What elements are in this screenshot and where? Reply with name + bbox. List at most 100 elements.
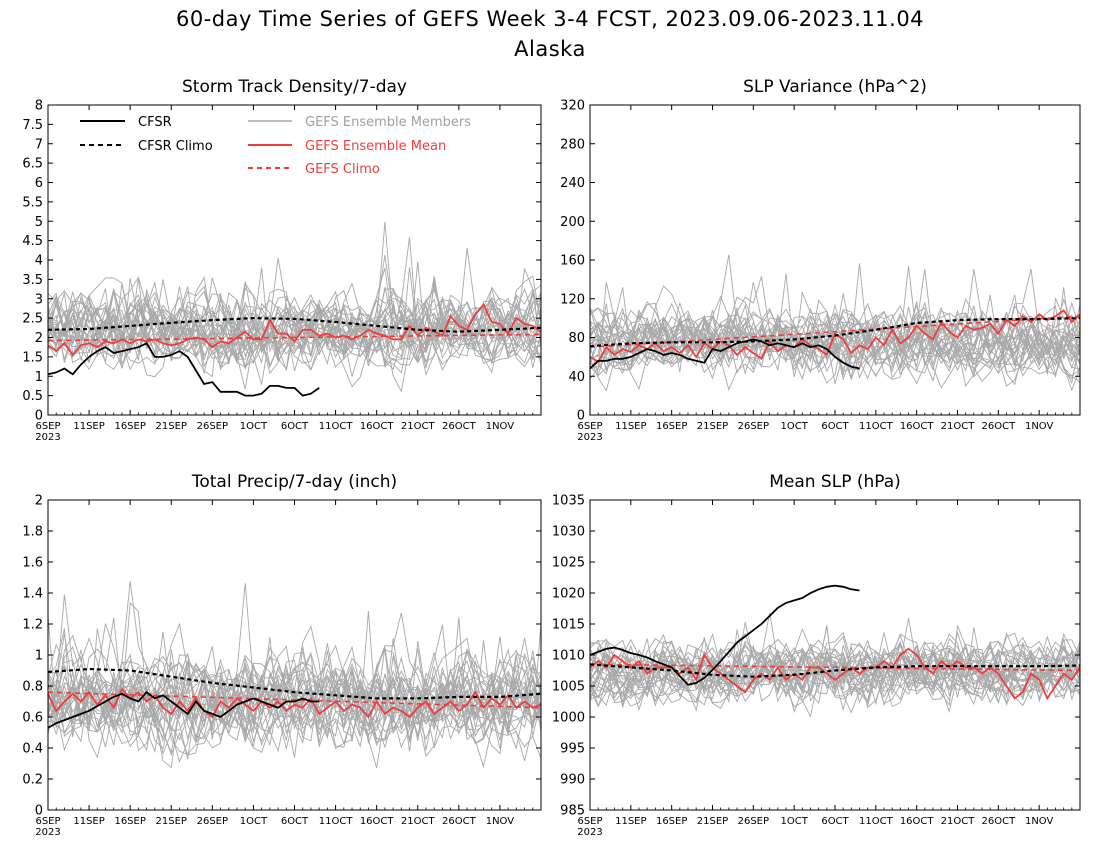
y-tick-label: 7.5 — [22, 118, 43, 133]
legend-label-members: GEFS Ensemble Members — [305, 115, 471, 130]
figure-title: 60-day Time Series of GEFS Week 3-4 FCST… — [176, 7, 924, 31]
y-tick-label: 0.6 — [22, 711, 43, 726]
legend-label-cfsr-climo: CFSR Climo — [138, 139, 213, 154]
ensemble-member-line — [47, 237, 542, 368]
x-tick-label: 6OCT — [281, 816, 309, 827]
x-tick-label: 1OCT — [781, 816, 809, 827]
x-tick-label: 11SEP — [615, 816, 646, 827]
y-tick-label: 80 — [568, 331, 585, 346]
y-tick-label: 160 — [560, 254, 585, 269]
series-line-cfsr-climo — [47, 316, 542, 333]
y-tick-label: 4 — [35, 254, 43, 269]
y-tick-label: 4.5 — [22, 234, 43, 249]
ensemble-member-line — [47, 301, 542, 366]
x-year-label: 2023 — [35, 827, 60, 838]
x-tick-label: 21OCT — [941, 816, 976, 827]
ensemble-member-line — [47, 654, 542, 743]
y-tick-label: 3 — [35, 292, 43, 307]
y-tick-label: 985 — [560, 804, 585, 819]
x-tick-label: 26OCT — [981, 816, 1016, 827]
ensemble-member-line — [47, 286, 542, 376]
ensemble-member-line — [47, 646, 542, 759]
y-tick-label: 995 — [560, 742, 585, 757]
x-tick-label: 16OCT — [900, 816, 935, 827]
y-tick-label: 6 — [35, 176, 43, 191]
x-tick-label: 16SEP — [656, 421, 687, 432]
y-tick-label: 1010 — [552, 649, 585, 664]
ensemble-member-line — [47, 611, 542, 754]
ensemble-member-line — [47, 594, 542, 758]
ensemble-member-line — [47, 285, 542, 385]
ensemble-member-line — [589, 638, 1081, 703]
y-tick-label: 1 — [35, 370, 43, 385]
y-tick-label: 2.5 — [22, 312, 43, 327]
ensemble-member-line — [589, 309, 1081, 372]
x-tick-label: 26OCT — [442, 421, 477, 432]
y-tick-label: 240 — [560, 176, 585, 191]
x-tick-label: 1OCT — [240, 421, 268, 432]
legend: CFSR CFSR Climo GEFS Ensemble Members GE… — [80, 115, 471, 177]
panel-title-slp-variance: SLP Variance (hPa^2) — [743, 77, 927, 97]
x-tick-label: 1OCT — [781, 421, 809, 432]
x-tick-label: 6SEP — [35, 816, 60, 827]
x-tick-label: 1NOV — [1025, 816, 1054, 827]
y-tick-label: 1.4 — [22, 587, 43, 602]
y-tick-label: 0.4 — [22, 742, 43, 757]
ensemble-members — [47, 581, 542, 769]
x-tick-label: 6OCT — [821, 816, 849, 827]
y-tick-label: 1020 — [552, 587, 585, 602]
legend-label-cfsr: CFSR — [138, 115, 172, 130]
ensemble-member-line — [47, 276, 542, 377]
ensemble-member-line — [589, 622, 1081, 711]
series-line-gefs-climo — [47, 691, 542, 709]
ensemble-member-line — [47, 221, 542, 390]
plot-frame — [589, 104, 1081, 416]
series-line-mean — [47, 302, 542, 357]
ensemble-member-line — [47, 583, 542, 769]
x-tick-label: 21OCT — [401, 816, 436, 827]
ensemble-members — [47, 221, 542, 393]
series-line-mean — [589, 309, 1081, 363]
x-tick-label: 16SEP — [656, 816, 687, 827]
series-line-gefs-climo — [589, 315, 1081, 348]
y-tick-label: 1000 — [552, 711, 585, 726]
ensemble-member-line — [589, 303, 1081, 375]
panel-title-mean-slp: Mean SLP (hPa) — [769, 472, 901, 492]
y-tick-label: 1.6 — [22, 556, 43, 571]
ensemble-member-line — [589, 269, 1081, 375]
x-tick-label: 21SEP — [697, 421, 728, 432]
y-tick-label: 8 — [35, 99, 43, 114]
ensemble-member-line — [47, 631, 542, 743]
series-line-cfsr-climo — [589, 317, 1081, 348]
x-tick-label: 11OCT — [859, 421, 894, 432]
legend-label-gefs-climo: GEFS Climo — [305, 162, 380, 177]
x-tick-label: 26OCT — [981, 421, 1016, 432]
x-year-label: 2023 — [35, 432, 60, 443]
x-tick-label: 16OCT — [360, 816, 395, 827]
y-tick-label: 7 — [35, 137, 43, 152]
y-tick-label: 3.5 — [22, 273, 43, 288]
x-tick-label: 16OCT — [900, 421, 935, 432]
x-tick-label: 26SEP — [197, 421, 228, 432]
panel-storm-track-density: Storm Track Density/7-day 0 0.5 1 1.5 2 2.5 3 3.… — [22, 77, 542, 443]
series-line-gefs-climo — [589, 663, 1081, 672]
x-tick-label: 1NOV — [486, 421, 515, 432]
y-tick-label: 40 — [568, 370, 585, 385]
ensemble-member-line — [589, 303, 1081, 380]
ensemble-member-line — [47, 628, 542, 751]
x-tick-label: 6SEP — [577, 816, 602, 827]
ensemble-member-line — [47, 647, 542, 751]
x-tick-label: 1NOV — [1025, 421, 1054, 432]
x-tick-label: 6OCT — [281, 421, 309, 432]
panel-mean-slp: Mean SLP (hPa) 985 990 995 1000 1005 1010 1015 1… — [552, 472, 1081, 838]
x-tick-label: 1OCT — [240, 816, 268, 827]
x-tick-label: 21SEP — [697, 816, 728, 827]
x-tick-label: 21SEP — [156, 816, 187, 827]
ensemble-member-line — [589, 633, 1081, 697]
y-tick-label: 1015 — [552, 618, 585, 633]
x-tick-label: 26SEP — [738, 816, 769, 827]
ensemble-member-line — [47, 651, 542, 758]
x-tick-label: 6OCT — [821, 421, 849, 432]
y-tick-label: 990 — [560, 773, 585, 788]
